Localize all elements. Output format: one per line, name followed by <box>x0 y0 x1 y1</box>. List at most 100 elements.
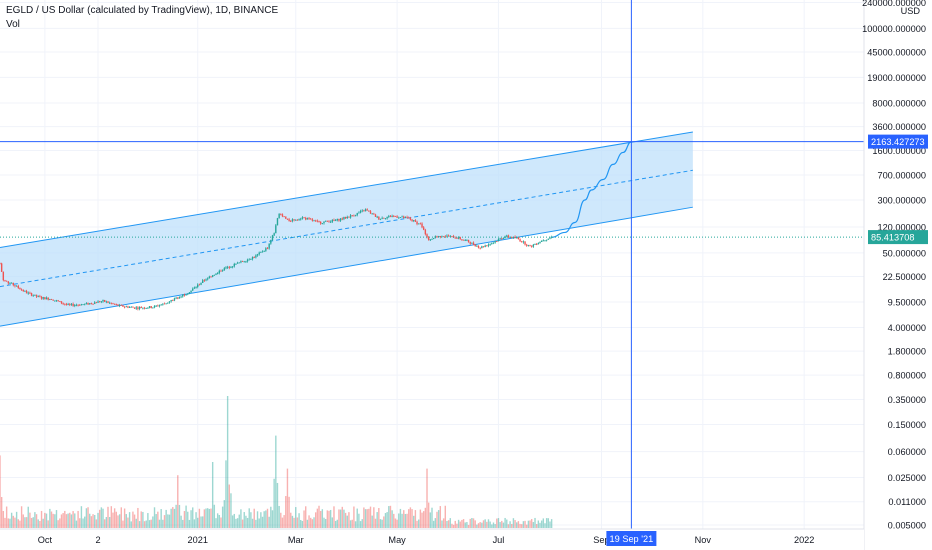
channel-middle-line <box>0 169 693 288</box>
volume-bar <box>300 519 302 528</box>
candle-body <box>396 216 398 218</box>
volume-bar <box>0 497 3 528</box>
candle-body <box>393 215 395 217</box>
volume-bar <box>549 521 551 528</box>
price-tick-label: 8000.000000 <box>872 98 926 108</box>
time-tick-label: Mar <box>288 535 304 545</box>
volume-bar <box>504 517 506 528</box>
candle-body <box>369 211 372 214</box>
volume-bar <box>486 521 488 528</box>
candle-body <box>77 304 79 306</box>
candle-body <box>529 245 531 246</box>
volume-bar <box>403 510 405 528</box>
time-tick-label: Jul <box>493 535 505 545</box>
projection-curve <box>551 141 632 238</box>
candle-body <box>187 293 189 295</box>
volume-bar <box>90 516 93 528</box>
volume-bar <box>60 514 63 528</box>
candle-body <box>5 280 8 282</box>
volume-bar <box>278 505 280 528</box>
time-tick-label: May <box>388 535 406 545</box>
candle-body <box>205 279 207 281</box>
price-tick-label: 0.800000 <box>888 371 926 381</box>
candle-body <box>265 248 267 251</box>
candle-body <box>225 267 227 269</box>
volume-bar <box>37 519 39 528</box>
candle-body <box>231 266 234 268</box>
volume-bar <box>517 521 520 528</box>
volume-bar <box>489 521 491 528</box>
price-tick-label: 19000.000000 <box>867 73 926 83</box>
candle-body <box>540 240 543 243</box>
candle-body <box>527 245 530 246</box>
volume-bar <box>444 505 446 528</box>
candle-body <box>27 292 29 294</box>
volume-bar <box>223 500 226 528</box>
candle-body <box>246 259 249 262</box>
candle-body <box>378 216 380 220</box>
volume-bar <box>240 509 242 528</box>
price-tick-label: 45000.000000 <box>867 47 926 57</box>
price-tick-label: 0.060000 <box>888 447 926 457</box>
candle-body <box>534 244 536 245</box>
candle-body <box>60 301 63 304</box>
candle-body <box>376 216 378 218</box>
candle-body <box>238 262 240 264</box>
candle-body <box>113 303 116 305</box>
volume-bar <box>319 510 322 528</box>
volume-bar <box>534 517 536 528</box>
candle-body <box>148 306 151 308</box>
candle-body <box>97 301 99 303</box>
candle-body <box>328 221 330 223</box>
volume-bar <box>419 509 422 528</box>
candle-body <box>87 302 89 305</box>
volume-bar <box>514 520 516 528</box>
volume-bar <box>5 506 8 528</box>
volume-bar <box>354 521 357 528</box>
candle-body <box>107 301 109 303</box>
candle-body <box>95 302 98 304</box>
volume-bar <box>409 507 412 528</box>
candle-body <box>218 270 221 273</box>
candle-body <box>449 235 451 237</box>
candle-body <box>530 245 533 247</box>
candle-body <box>324 220 327 222</box>
candle-body <box>103 300 106 302</box>
candle-body <box>55 300 58 302</box>
volume-bar <box>190 510 192 528</box>
volume-bar <box>540 520 543 528</box>
volume-bar <box>256 511 259 528</box>
candle-body <box>368 210 370 212</box>
candle-body <box>153 305 156 308</box>
candle-body <box>160 304 162 306</box>
volume-indicator-label[interactable]: Vol <box>6 19 20 30</box>
candle-body <box>457 237 460 239</box>
candle-body <box>502 237 505 239</box>
volume-bar <box>519 523 521 528</box>
crosshair <box>0 0 864 529</box>
candle-body <box>444 236 446 238</box>
candle-body <box>414 220 417 222</box>
time-tick-label: 2 <box>95 535 100 545</box>
candle-body <box>477 245 480 248</box>
regression-channel[interactable] <box>0 131 693 327</box>
candle-body <box>497 239 500 242</box>
candle-body <box>75 304 78 306</box>
candle-body <box>506 235 508 237</box>
volume-bar <box>446 520 448 528</box>
volume-bar <box>226 396 229 528</box>
time-axis[interactable]: Oct 2 2021 Mar May Jul Sep Nov 2022 <box>0 528 864 550</box>
candle-body <box>208 276 211 279</box>
candle-body <box>364 209 367 212</box>
candle-body <box>62 303 64 305</box>
volume-bar <box>524 520 526 528</box>
volume-bar <box>439 506 442 528</box>
volume-bar <box>509 521 511 528</box>
candle-body <box>285 216 287 219</box>
volume-bar <box>117 515 119 528</box>
price-axis[interactable]: 240000.000000 100000.000000 45000.000000 19… <box>862 0 932 550</box>
projection-path[interactable] <box>551 141 632 238</box>
candle-body <box>487 244 490 246</box>
volume-bar <box>92 514 94 528</box>
